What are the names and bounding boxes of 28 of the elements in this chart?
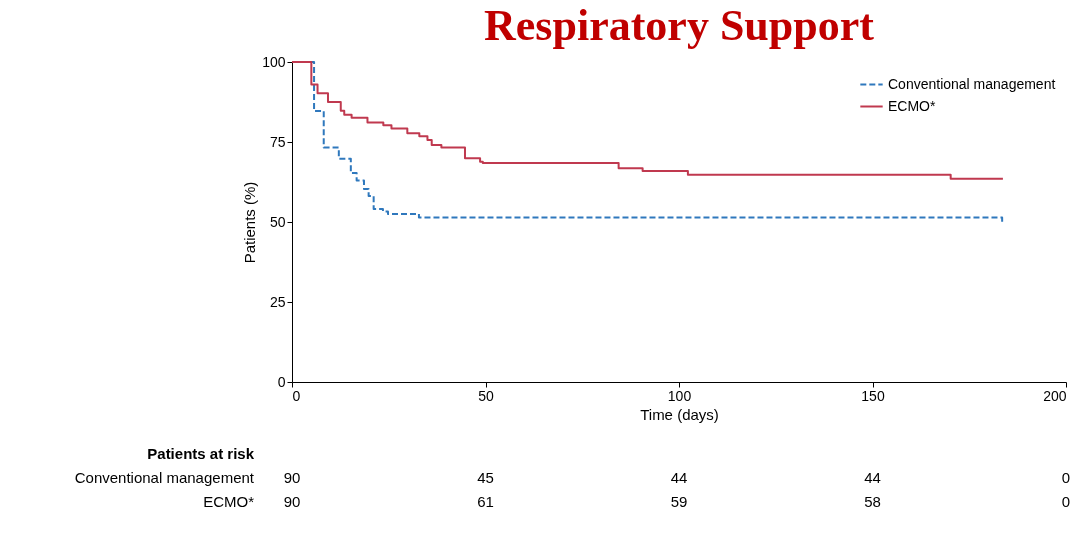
text: Patients at risk <box>147 445 255 462</box>
x-tick-label: 0 <box>292 387 301 404</box>
y-tick-label: 25 <box>269 293 286 310</box>
y-tick-label: 50 <box>269 213 286 230</box>
legend-label: ECMO* <box>888 97 936 114</box>
x-tick-label: 100 <box>667 387 692 404</box>
y-tick-label: 100 <box>262 53 286 70</box>
text: 90 <box>283 493 301 510</box>
text: 0 <box>1061 493 1071 510</box>
x-tick-label: 150 <box>861 387 885 404</box>
y-axis-title: Patients (%) <box>241 181 259 264</box>
x-axis-title: Time (days) <box>640 405 719 423</box>
x-tick-label: 50 <box>478 387 494 404</box>
text: 44 <box>670 469 688 486</box>
text: 45 <box>477 469 494 486</box>
text: 59 <box>670 493 688 510</box>
text: 0 <box>1061 469 1071 486</box>
text: 90 <box>283 469 301 486</box>
chart-title: Respiratory Support <box>484 1 875 50</box>
text: Conventional management <box>74 469 255 486</box>
y-tick-label: 75 <box>269 133 286 150</box>
text: 44 <box>864 469 881 486</box>
text: ECMO* <box>203 493 255 510</box>
legend-label: Conventional management <box>888 75 1056 92</box>
x-tick-label: 200 <box>1043 387 1067 404</box>
text: 58 <box>864 493 881 510</box>
text: 61 <box>477 493 494 510</box>
y-tick-label: 0 <box>277 373 286 390</box>
